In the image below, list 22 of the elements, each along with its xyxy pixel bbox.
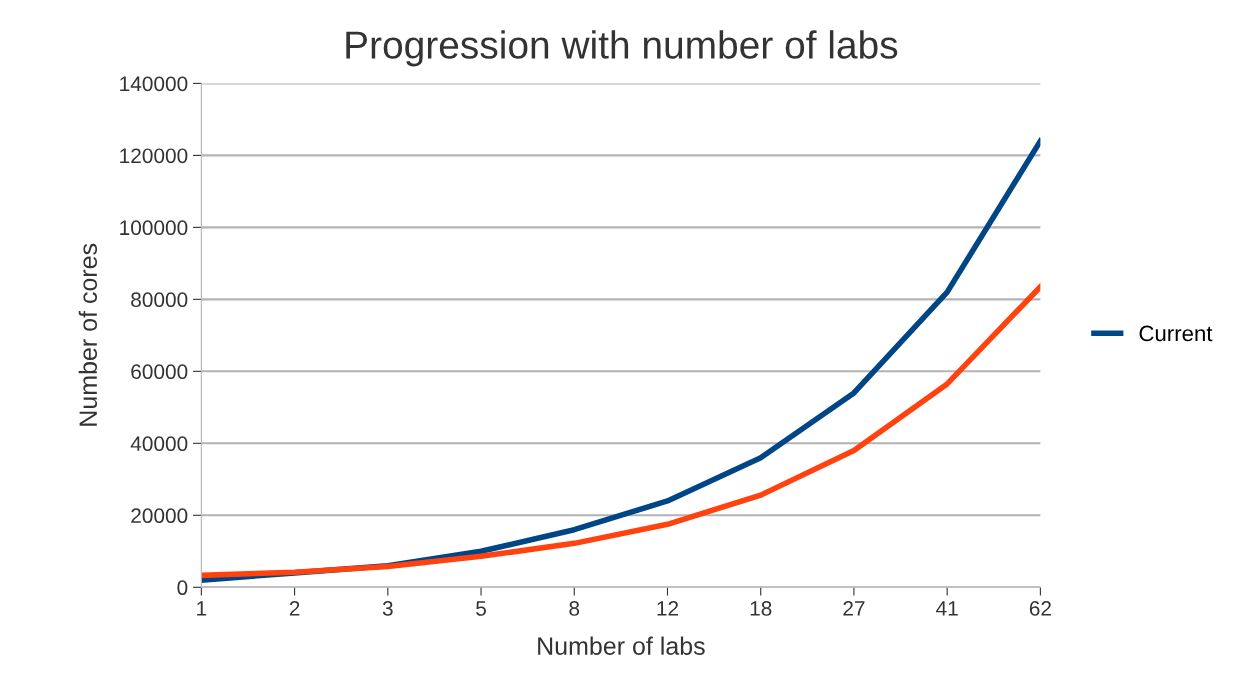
x-tick-label: 2 [289,601,300,616]
x-tick-label: 62 [1029,601,1051,616]
y-axis-title: Number of cores [78,243,98,426]
x-tick-label: 27 [843,601,865,616]
x-tick-label: 1 [197,601,207,616]
y-tick-label: 40000 [130,436,188,452]
y-tick-label: 120000 [120,148,188,164]
y-tick-label: 140000 [120,76,188,92]
x-tick-label: 5 [476,601,486,616]
chart-title: Progression with number of labs [346,30,898,67]
x-tick-label: 8 [569,601,580,616]
y-tick-label: 100000 [120,220,188,236]
x-tick-label: 3 [382,601,393,616]
x-tick-label: 12 [657,601,679,616]
x-tick-label: 41 [936,601,958,616]
legend-label: Current [1139,325,1213,342]
y-tick-label: 60000 [131,364,188,380]
y-tick-label: 0 [177,580,188,596]
y-tick-label: 20000 [131,508,188,524]
y-tick-label: 80000 [131,292,188,308]
x-axis-title: Number of labs [538,636,705,655]
x-tick-label: 18 [750,601,772,616]
